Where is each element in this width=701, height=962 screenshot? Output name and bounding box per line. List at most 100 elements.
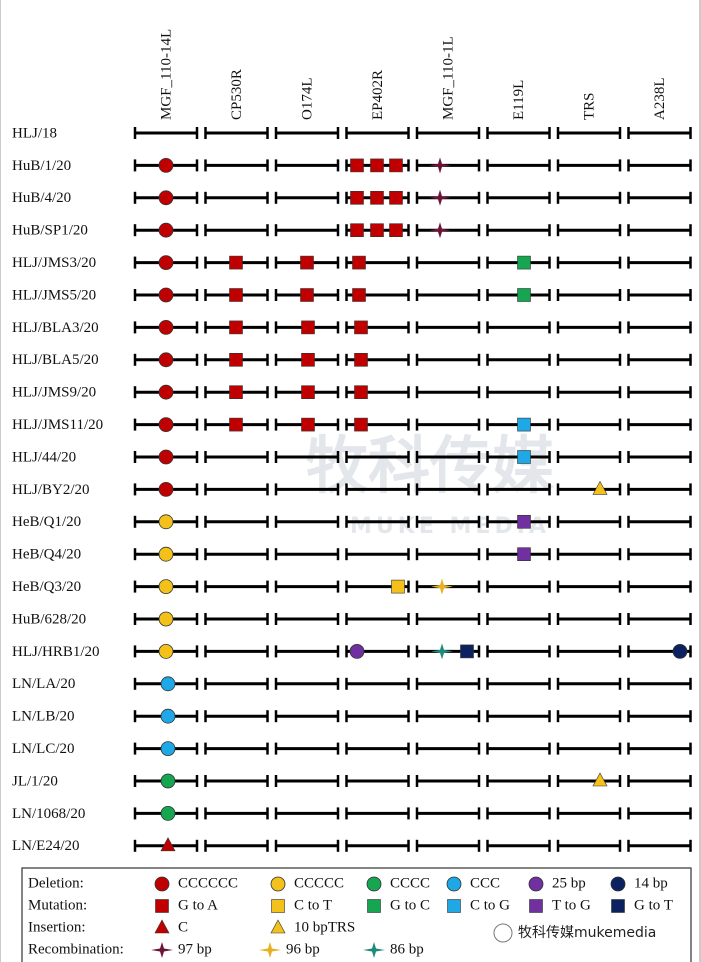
legend-symbol <box>154 919 170 934</box>
variant-marker <box>301 352 315 367</box>
variant-marker <box>229 385 243 400</box>
column-label: TRS <box>581 92 597 120</box>
row-label: HuB/SP1/20 <box>12 223 88 239</box>
variant-marker <box>460 644 474 659</box>
variant-marker <box>158 579 174 594</box>
legend-item: CCCC <box>390 875 430 891</box>
variant-marker <box>158 222 174 238</box>
column-label: MGF_110-14L <box>158 29 174 120</box>
legend-item: 25 bp <box>552 875 586 891</box>
variant-marker <box>370 191 384 205</box>
variant-marker <box>429 189 451 206</box>
variant-marker <box>389 191 403 205</box>
row-label: LN/E24/20 <box>12 838 80 854</box>
legend-item: 97 bp <box>178 941 212 957</box>
variant-marker <box>158 255 174 271</box>
watermark-subtitle: MUKE MEDIA <box>350 514 550 539</box>
legend-symbol <box>271 899 285 913</box>
row-label: HLJ/JMS11/20 <box>12 417 103 433</box>
row-label: LN/LA/20 <box>12 676 75 692</box>
row-label: HeB/Q3/20 <box>12 579 81 595</box>
row-label: HLJ/18 <box>12 125 57 141</box>
variant-marker <box>352 288 366 302</box>
legend-item: CCCCC <box>294 875 344 891</box>
variant-marker <box>158 644 174 659</box>
legend-symbol <box>270 919 286 934</box>
variant-marker <box>350 158 364 173</box>
variant-marker <box>517 255 531 270</box>
variant-marker <box>354 320 368 335</box>
legend-item: C <box>178 919 188 935</box>
variant-marker <box>350 191 364 205</box>
legend-symbol <box>151 942 173 958</box>
variant-marker <box>301 320 315 335</box>
legend-symbol <box>611 899 625 913</box>
variant-marker <box>158 514 174 530</box>
legend-item: G to C <box>390 897 430 913</box>
variant-marker <box>158 417 174 433</box>
variant-marker <box>158 190 174 206</box>
variant-marker <box>391 579 405 594</box>
variant-marker <box>517 417 531 432</box>
variant-marker <box>592 772 608 787</box>
legend-group-label: Insertion: <box>28 919 86 935</box>
variant-marker <box>229 320 243 335</box>
row-label: JL/1/20 <box>12 773 58 789</box>
variant-marker <box>158 611 174 627</box>
variant-marker <box>229 417 243 432</box>
watermark-title: 牧科传媒 <box>306 429 555 502</box>
variant-marker <box>517 288 531 302</box>
variant-marker <box>431 578 453 595</box>
row-label: HLJ/BLA5/20 <box>12 352 99 368</box>
legend-item: 10 bpTRS <box>294 919 355 935</box>
variant-marker <box>592 480 608 495</box>
row-label: HuB/4/20 <box>12 190 71 206</box>
row-label: HuB/1/20 <box>12 158 71 174</box>
variant-marker <box>160 837 176 852</box>
variant-marker <box>160 806 176 821</box>
variant-marker <box>300 255 314 270</box>
row-label: HLJ/HRB1/20 <box>12 644 100 660</box>
variant-marker <box>370 158 384 173</box>
legend-box <box>21 867 692 962</box>
legend-item: T to G <box>552 897 591 913</box>
variant-marker <box>301 385 315 400</box>
legend-symbol <box>366 876 382 892</box>
column-label: E119L <box>511 80 527 120</box>
legend-group-label: Recombination: <box>28 941 124 957</box>
variant-marker <box>350 223 364 237</box>
legend-item: CCCCCC <box>178 875 238 891</box>
row-label: LN/LB/20 <box>12 709 75 725</box>
row-label: HLJ/BLA3/20 <box>12 320 99 336</box>
legend-item: 86 bp <box>390 941 424 957</box>
variant-marker <box>672 644 688 659</box>
legend-item: CCC <box>470 875 500 891</box>
variant-marker <box>158 546 174 562</box>
variant-marker <box>517 514 531 529</box>
row-label: HLJ/44/20 <box>12 449 76 465</box>
variant-marker <box>429 157 451 174</box>
legend-group-label: Deletion: <box>28 875 84 891</box>
row-label: HuB/628/20 <box>12 611 86 627</box>
variant-marker <box>160 676 176 692</box>
variant-marker <box>354 417 368 432</box>
variant-marker <box>229 352 243 367</box>
legend-symbol <box>610 876 626 892</box>
variant-marker <box>517 547 531 562</box>
legend-item: G to A <box>178 897 218 913</box>
variant-marker <box>158 449 174 465</box>
variant-marker <box>158 352 174 368</box>
variant-marker <box>158 481 174 497</box>
legend-symbol <box>529 899 543 913</box>
legend-symbol <box>528 876 544 892</box>
column-label: O174L <box>299 78 315 121</box>
variant-marker <box>158 384 174 400</box>
variant-marker <box>354 385 368 400</box>
variant-marker <box>229 288 243 302</box>
legend-symbol <box>446 876 462 892</box>
legend-symbol <box>155 899 169 913</box>
legend-item: G to T <box>634 897 673 913</box>
variant-marker <box>517 450 531 464</box>
variant-marker <box>431 643 453 660</box>
